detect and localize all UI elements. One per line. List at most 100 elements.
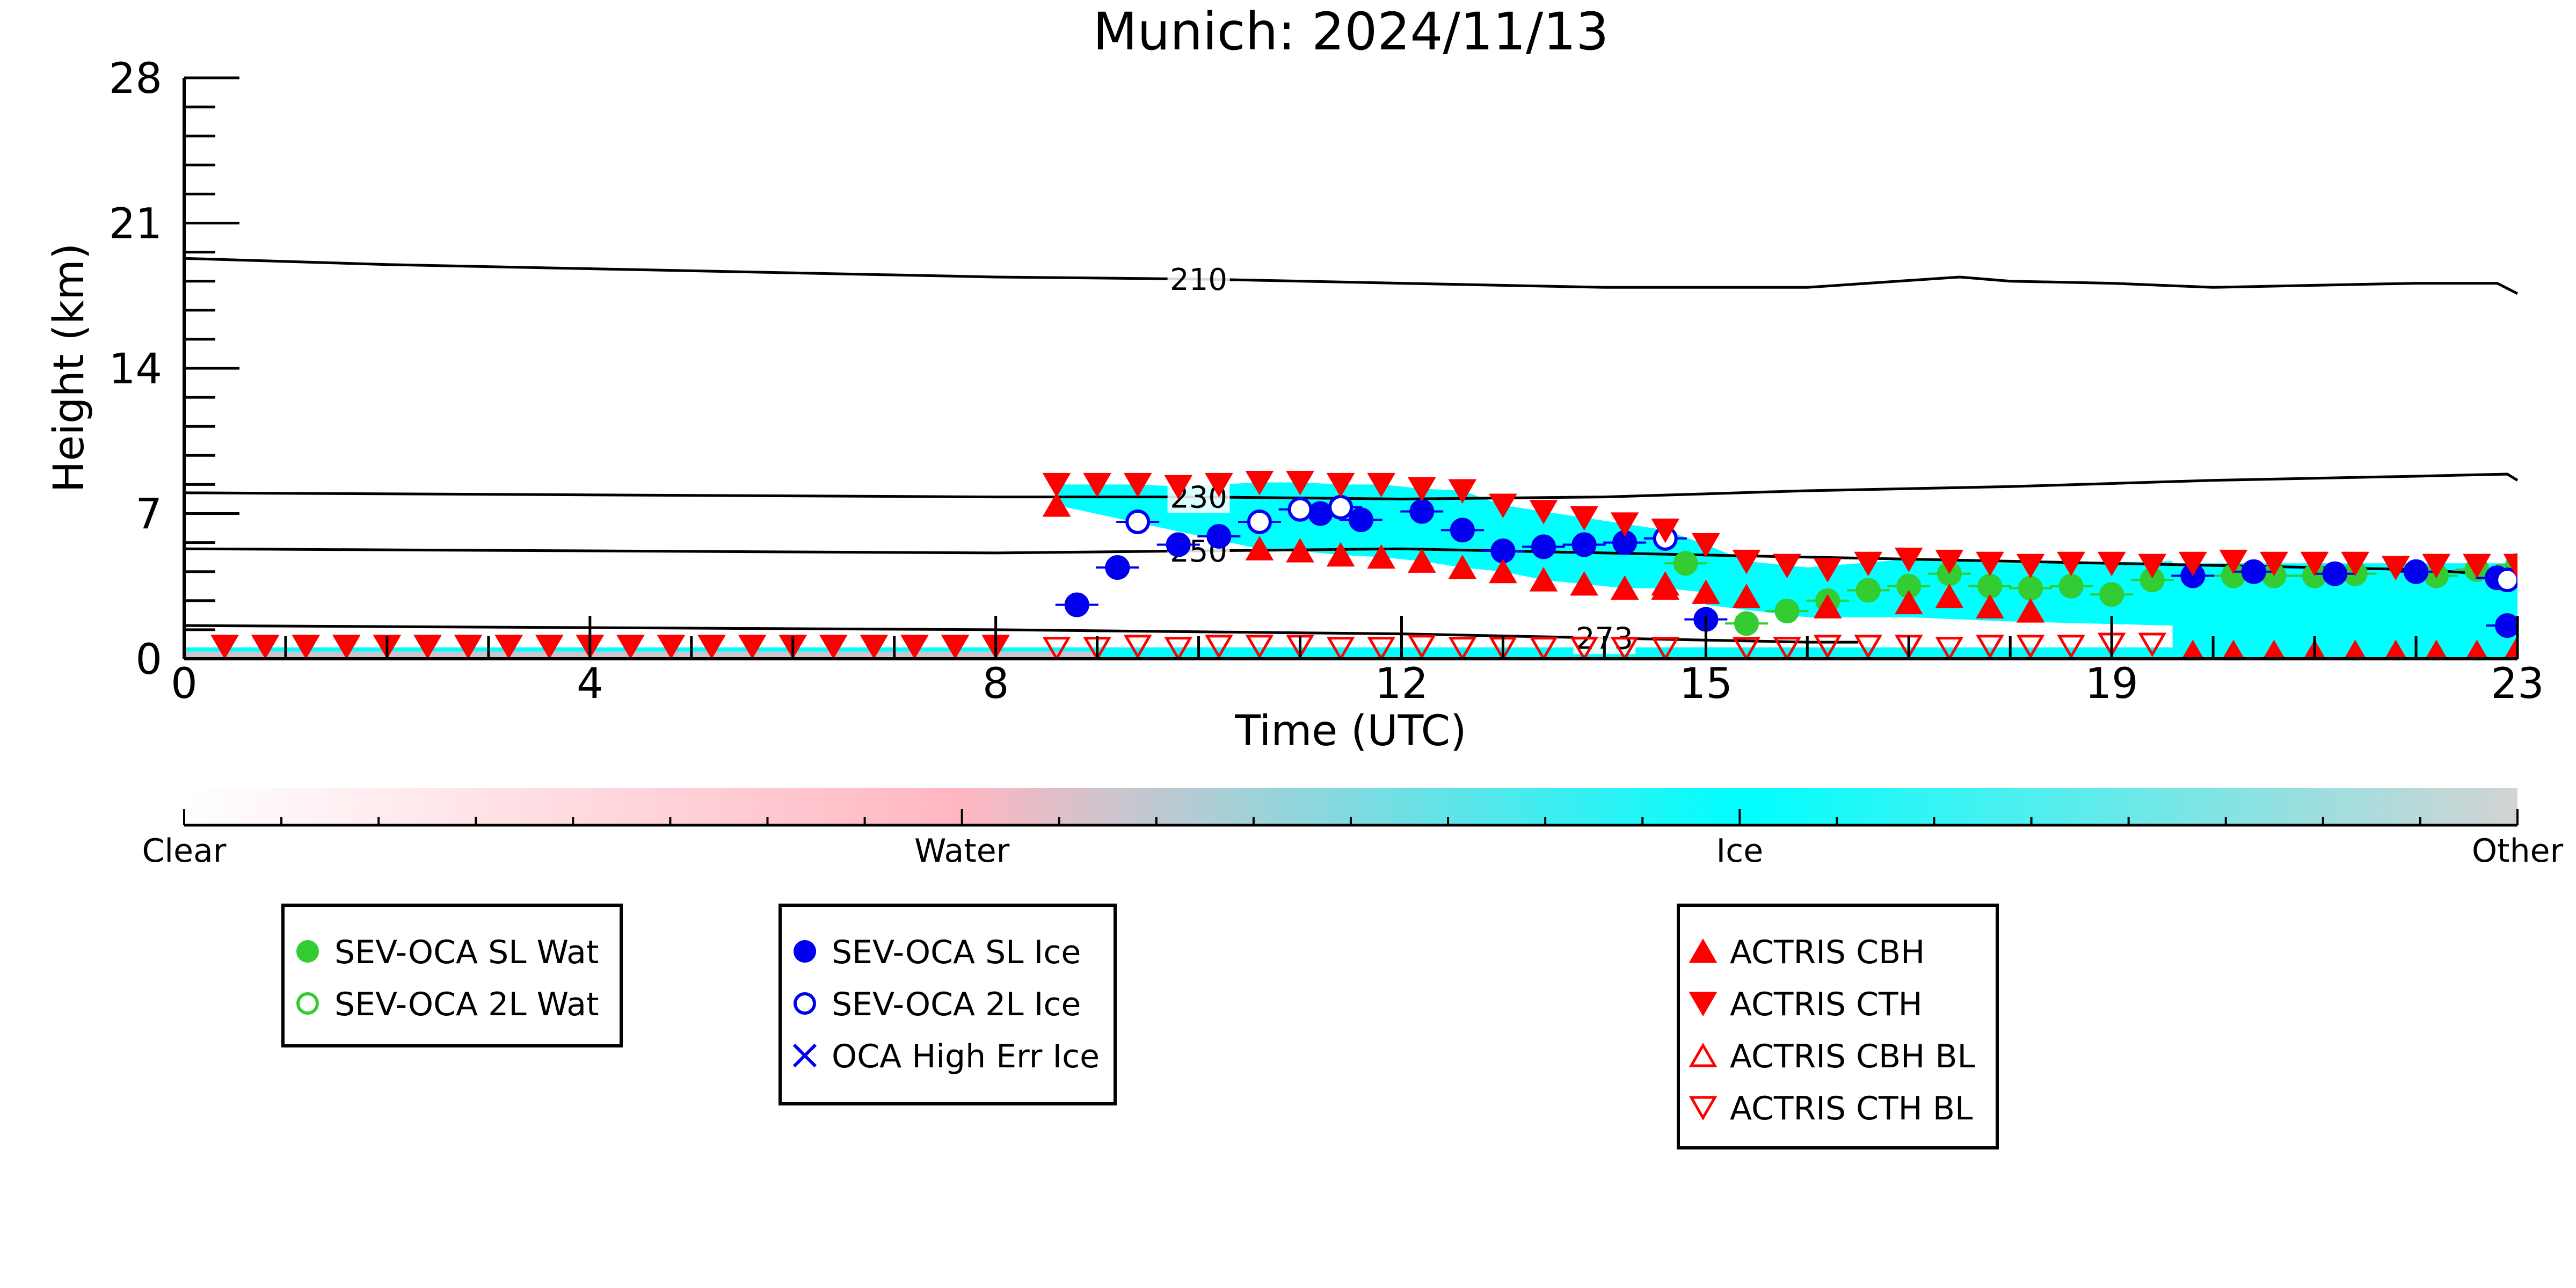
- actris-cbh-point: [1935, 584, 1964, 608]
- actris-cth-bl-point: [2138, 632, 2167, 657]
- sev-oca-2l-ice-point: [1125, 509, 1151, 534]
- legend-marker-actris-cth: [1689, 992, 1718, 1016]
- actris-cth-point: [1732, 549, 1761, 574]
- actris-cth-point: [1651, 518, 1680, 543]
- actris-cbh-point: [1286, 538, 1314, 563]
- colorbar-label: Clear: [142, 832, 227, 870]
- legend-marker-sev-oca-sl-ice: [794, 940, 816, 963]
- actris-cth-point: [860, 635, 889, 659]
- sev-oca-sl-wat-point: [1734, 611, 1759, 636]
- actris-cth-bl-point: [1529, 637, 1558, 659]
- actris-cbh-point: [1732, 584, 1761, 608]
- legend-box: [281, 904, 623, 1047]
- axes: 0 7 14 21 28 0 4 8 12 15 19 23: [109, 55, 2544, 708]
- actris-cth-point: [1326, 472, 1355, 498]
- actris-cth-bl-point: [1205, 635, 1233, 659]
- y-tick-label: 7: [135, 491, 162, 539]
- legend-marker-sev-oca-2l-ice: [794, 992, 816, 1015]
- actris-cth-point: [2341, 551, 2370, 577]
- actris-cth-point: [2179, 551, 2207, 577]
- x-tick-label: 12: [1375, 660, 1428, 708]
- y-axis-label: Height (km): [45, 243, 93, 493]
- data-markers: [210, 471, 2517, 659]
- actris-cth-point: [251, 635, 280, 659]
- actris-cth-point: [1448, 479, 1477, 504]
- actris-cth-bl-point: [1407, 635, 1436, 659]
- chart-title: Munich: 2024/11/13: [1093, 2, 1609, 62]
- actris-cth-point: [616, 635, 645, 659]
- sev-oca-sl-ice-point: [1348, 507, 1373, 533]
- actris-cth-bl-point: [1773, 637, 1801, 659]
- actris-cth-bl-point: [1610, 637, 1639, 659]
- y-tick-label: 28: [109, 55, 162, 103]
- actris-cth-bl-point: [1732, 637, 1761, 659]
- sev-oca-sl-ice-point: [1308, 501, 1333, 526]
- actris-cth-point: [1692, 533, 1720, 558]
- sev-oca-sl-ice-point: [2404, 559, 2429, 584]
- actris-cbh-point: [1326, 542, 1355, 567]
- actris-cth-point: [1489, 493, 1517, 519]
- actris-cth-bl-point: [1570, 637, 1598, 659]
- sev-oca-sl-wat-point: [2018, 576, 2043, 601]
- sev-oca-sl-wat-point: [2099, 582, 2124, 607]
- actris-cth-bl-point: [1245, 635, 1274, 659]
- legend-label: SEV-OCA 2L Ice: [832, 986, 1081, 1023]
- actris-cth-point: [941, 635, 970, 659]
- actris-cbh-point: [2262, 639, 2286, 659]
- actris-cbh-point: [2222, 639, 2245, 659]
- actris-cth-point: [1367, 472, 1396, 498]
- actris-cth-point: [819, 635, 848, 659]
- actris-cth-point: [1773, 554, 1801, 579]
- contour-label-bg: [1167, 263, 1230, 295]
- actris-cth-bl-point: [1976, 635, 2004, 659]
- actris-cth-point: [657, 635, 686, 659]
- actris-cth-point: [2260, 551, 2288, 577]
- actris-cth-point: [1610, 512, 1639, 537]
- actris-cth-point: [1164, 475, 1193, 500]
- sev-oca-sl-ice-point: [1166, 532, 1191, 557]
- actris-cth-point: [2300, 551, 2329, 577]
- y-tick-label: 21: [109, 200, 162, 249]
- actris-cth-point: [1570, 506, 1598, 531]
- actris-cbh-point: [2344, 639, 2367, 659]
- actris-cth-bl-point: [1813, 635, 1842, 659]
- actris-cth-bl-point: [2057, 635, 2085, 659]
- actris-cbh-point: [1489, 558, 1517, 584]
- sev-oca-sl-wat-point: [1855, 578, 1881, 603]
- sev-oca-sl-ice-point: [2495, 613, 2517, 638]
- legend-marker-actris-cbh-bl: [1689, 1043, 1718, 1067]
- x-tick-label: 8: [983, 660, 1009, 708]
- actris-cth-point: [1083, 472, 1111, 498]
- legend-marker-sev-oca-sl-wat: [296, 940, 319, 963]
- legend-marker-sev-oca-2l-wat: [296, 992, 319, 1015]
- legend-label: ACTRIS CTH: [1730, 986, 1923, 1023]
- actris-cth-bl-point: [1651, 637, 1680, 659]
- sev-oca-sl-ice-point: [1409, 499, 1435, 524]
- contour-line-210: [184, 257, 2519, 295]
- actris-cbh-point: [1367, 544, 1396, 569]
- actris-cth-bl-point: [1854, 635, 1883, 659]
- actris-cth-point: [2503, 554, 2517, 579]
- sev-oca-sl-ice-point: [1450, 518, 1475, 543]
- legend-box: [1677, 904, 1999, 1149]
- sev-oca-sl-ice-point: [1206, 524, 1232, 549]
- sev-oca-sl-wat-point: [2058, 573, 2084, 599]
- contour-line-230: [184, 472, 2519, 500]
- sev-oca-sl-wat-point: [1673, 551, 1698, 576]
- x-tick-label: 23: [2491, 660, 2544, 708]
- sev-oca-2l-ice-point: [1328, 494, 1354, 520]
- sev-oca-sl-ice-point: [2322, 561, 2347, 586]
- actris-cth-bl-point: [1042, 637, 1071, 659]
- legend-label: OCA High Err Ice: [832, 1038, 1100, 1075]
- actris-cth-point: [2138, 554, 2167, 579]
- actris-cbh-point: [1813, 594, 1842, 618]
- actris-cth-point: [2097, 551, 2126, 577]
- colorbar: Clear Water Ice Other: [142, 788, 2564, 870]
- actris-cbh-point: [1570, 571, 1598, 596]
- y-tick-label: 14: [109, 345, 162, 394]
- legend-marker-oca-high-err-ice: [792, 1043, 817, 1068]
- actris-cbh-point: [2016, 598, 2045, 623]
- x-tick-label: 19: [2085, 660, 2138, 708]
- actris-cth-point: [454, 635, 483, 659]
- actris-cth-bl-point: [1286, 635, 1314, 659]
